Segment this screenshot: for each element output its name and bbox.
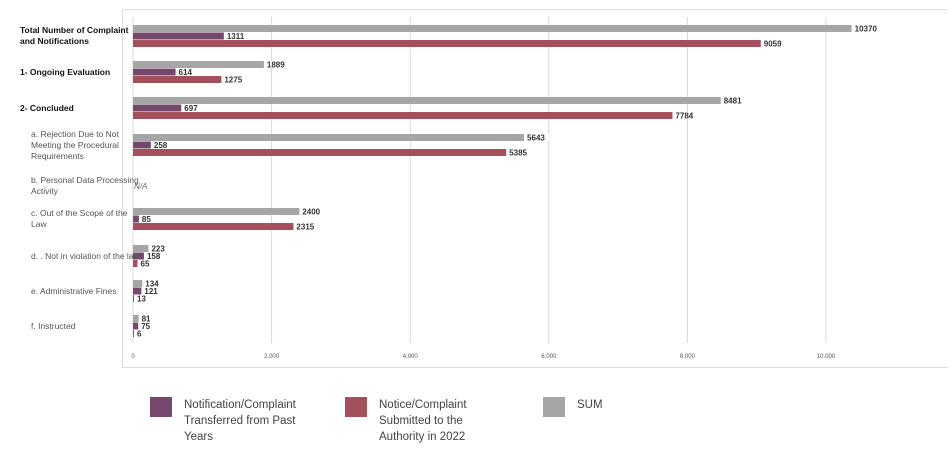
data-label: 614 <box>179 68 193 77</box>
legend-swatch <box>345 397 367 417</box>
bar-y2022 <box>133 330 134 337</box>
data-label: 13 <box>137 294 146 303</box>
bar-past <box>133 322 139 330</box>
x-tick-label: 10.000 <box>817 354 836 360</box>
category-label: c. Out of the Scope of the Law <box>31 208 128 229</box>
label-bg <box>140 315 154 322</box>
label-bg <box>152 141 171 149</box>
data-label: 7784 <box>675 111 693 120</box>
category-label: e. Administrative Fines <box>31 285 117 296</box>
legend-swatch <box>150 397 172 417</box>
data-label: 10370 <box>855 24 878 33</box>
bar-sum <box>133 97 721 104</box>
label-bg <box>144 280 163 287</box>
category-label: a. Rejection Due to Not Meeting the Proc… <box>31 128 119 161</box>
label-bg <box>136 295 149 302</box>
bar-sum <box>133 134 525 141</box>
label-bg <box>143 287 162 295</box>
x-tick-label: 4.000 <box>403 354 419 360</box>
category-label: Total Number of Complaint and Notificati… <box>20 25 129 46</box>
bar-past <box>133 104 182 112</box>
bar-sum <box>133 25 852 32</box>
label-bg <box>150 245 169 252</box>
data-label: 121 <box>144 287 158 296</box>
label-bg <box>145 252 164 260</box>
bar-past <box>133 32 224 40</box>
bar-y2022 <box>133 40 761 47</box>
label-bg <box>265 61 290 68</box>
bar-past <box>133 287 142 295</box>
x-tick-label: 6.000 <box>541 354 557 360</box>
bar-past <box>133 141 151 149</box>
data-label: 6 <box>137 329 142 338</box>
data-label: 697 <box>184 104 198 113</box>
bar-y2022 <box>133 260 138 267</box>
category-label: d. . Not in violation of the law <box>31 250 140 261</box>
label-bg <box>674 112 698 119</box>
data-label: 8481 <box>724 96 742 105</box>
bar-sum <box>133 208 300 215</box>
label-bg <box>223 76 247 83</box>
data-label: 81 <box>142 314 151 323</box>
legend-item-sum: SUM <box>543 397 643 417</box>
bar-sum <box>133 280 143 287</box>
label-bg <box>762 40 786 47</box>
data-label: 9059 <box>764 39 782 48</box>
label-bg <box>526 134 550 141</box>
bar-past <box>133 252 144 260</box>
label-bg <box>508 149 532 156</box>
bar-y2022 <box>133 149 507 156</box>
label-bg <box>722 97 746 104</box>
data-label: 2400 <box>302 207 320 216</box>
label-bg <box>295 223 319 230</box>
data-label: 75 <box>141 322 150 331</box>
bar-past <box>133 215 139 223</box>
data-label: 158 <box>147 252 161 261</box>
label-bg <box>140 322 153 330</box>
data-label: 1275 <box>224 75 242 84</box>
data-label: 85 <box>142 215 151 224</box>
x-tick-label: 2.000 <box>264 354 280 360</box>
category-label: 2- Concluded <box>20 102 74 113</box>
na-label: N/A <box>134 182 147 191</box>
bar-sum <box>133 245 149 252</box>
label-bg <box>853 25 883 32</box>
data-label: 2315 <box>296 222 314 231</box>
legend-label: Notification/Complaint Transferred from … <box>184 399 296 443</box>
label-bg <box>177 68 196 76</box>
data-label: 1311 <box>227 32 245 41</box>
label-bg <box>225 32 250 40</box>
label-bg <box>183 104 202 112</box>
bar-sum <box>133 315 139 322</box>
bar-y2022 <box>133 76 222 83</box>
x-tick-label: 8.000 <box>680 354 696 360</box>
legend-label: Notice/Complaint Submitted to the Author… <box>379 399 467 443</box>
bar-y2022 <box>133 295 134 302</box>
category-label: f. Instructed <box>31 320 76 331</box>
x-tick-label: 0 <box>131 354 135 360</box>
data-label: 258 <box>154 141 168 150</box>
label-bg <box>136 330 144 337</box>
legend-swatch <box>543 397 565 417</box>
data-label: 5643 <box>527 133 545 142</box>
label-bg <box>301 208 325 215</box>
legend-item-past: Notification/Complaint Transferred from … <box>150 397 320 445</box>
label-bg <box>140 215 154 223</box>
category-label: b. Personal Data Processing Activity <box>31 175 139 196</box>
label-bg <box>139 260 153 267</box>
data-label: 134 <box>145 279 159 288</box>
chart-frame <box>122 9 948 368</box>
data-label: 1889 <box>267 60 285 69</box>
category-label: 1- Ongoing Evaluation <box>20 66 111 77</box>
bar-past <box>133 68 176 76</box>
bar-sum <box>133 61 264 68</box>
data-label: 223 <box>151 244 165 253</box>
bar-y2022 <box>133 112 673 119</box>
data-label: 65 <box>141 259 150 268</box>
data-label: 5385 <box>509 148 527 157</box>
bar-y2022 <box>133 223 294 230</box>
legend-item-2022: Notice/Complaint Submitted to the Author… <box>345 397 495 445</box>
legend-label: SUM <box>577 399 603 411</box>
